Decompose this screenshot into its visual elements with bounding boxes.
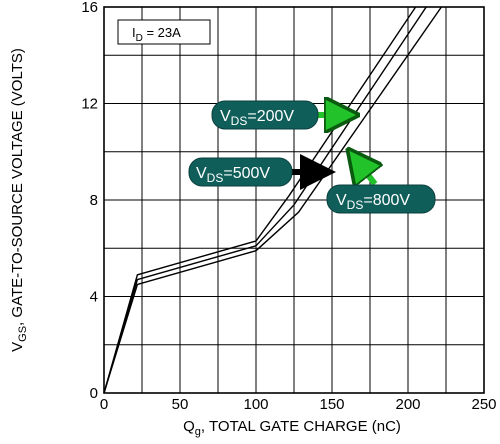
callout-vds-200v: VDS=200V (211, 100, 319, 130)
x-tick-label: 50 (172, 396, 189, 413)
y-tick-label: 12 (81, 96, 98, 113)
x-tick-label: 100 (243, 396, 268, 413)
y-tick-label: 8 (90, 192, 98, 209)
plot-frame (103, 6, 485, 394)
arrow-vds-800v (358, 162, 375, 184)
series-line-vds-800v (103, 6, 442, 394)
y-axis-title: VGS, GATE-TO-SOURCE VOLTAGE (VOLTS) (9, 48, 29, 352)
x-tick-label: 250 (471, 396, 496, 413)
condition-legend-text: ID = 23A (132, 25, 181, 44)
callout-arrows (290, 115, 375, 190)
callout-vds-800v-text: VDS=800V (336, 192, 410, 212)
y-tick-label: 16 (81, 0, 98, 16)
callout-vds-200v-text: VDS=200V (220, 108, 294, 128)
y-tick-label: 0 (90, 385, 98, 402)
y-tick-label: 4 (90, 289, 98, 306)
condition-legend: ID = 23A (117, 19, 211, 45)
callout-vds-500v-text: VDS=500V (196, 165, 270, 185)
callout-vds-500v: VDS=500V (188, 157, 293, 187)
x-tick-labels: 0 50 100 150 200 250 (100, 396, 497, 413)
x-tick-label: 0 (100, 396, 108, 413)
x-tick-label: 150 (319, 396, 344, 413)
y-tick-labels: 0 4 8 12 16 (81, 0, 98, 402)
x-tick-label: 200 (395, 396, 420, 413)
callout-vds-800v: VDS=800V (326, 184, 436, 214)
x-axis-title: Qg, TOTAL GATE CHARGE (nC) (183, 418, 401, 438)
series-line-vds-500v (103, 6, 427, 394)
